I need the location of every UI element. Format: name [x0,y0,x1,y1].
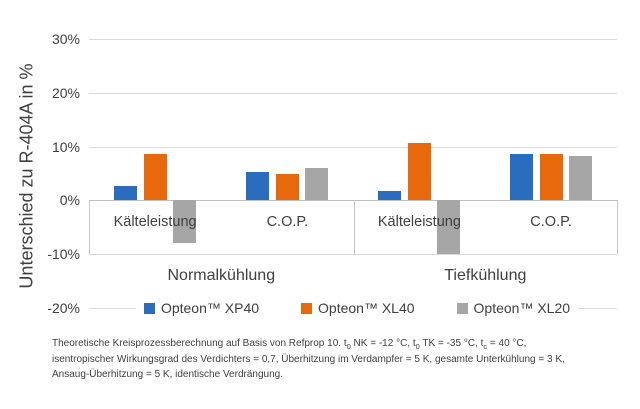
bar-series-3 [437,200,461,255]
group-label: Tiefkühlung [444,267,527,284]
footnote-text: Theoretische Kreisprozessberechnung auf … [52,338,347,349]
bar-series-1 [246,171,270,201]
legend-entry: Opteon™ XL40 [301,300,415,316]
footnote: Theoretische Kreisprozessberechnung auf … [52,336,617,383]
bar-series-1 [114,185,138,201]
legend-swatch-icon [301,302,313,314]
axis-frame-line [353,200,355,255]
footnote-subscript: c [483,342,488,351]
group-label: Normalkühlung [167,267,276,284]
bar-series-2 [143,153,167,201]
footnote-text: NK = -12 °C, t [350,338,416,349]
gridline [89,254,617,256]
bar-series-1 [378,191,402,201]
legend-swatch-icon [456,302,468,314]
legend-swatch-icon [143,302,155,314]
gridline [89,200,617,202]
y-tick-label: 30% [51,31,80,47]
footnote-line-3: Ansaug-Überhitzung = 5 K, identische Ver… [52,369,283,380]
bar-series-3 [173,200,197,244]
axis-frame-line [89,200,90,255]
y-tick-label: -20% [47,300,80,316]
category-label: Kälteleistung [377,214,461,230]
legend: Opteon™ XP40 Opteon™ XL40 Opteon™ XL20 [136,295,578,321]
legend-entry: Opteon™ XL20 [456,300,571,316]
gridline [89,92,617,94]
gridline [89,39,617,40]
footnote-subscript: 0 [415,342,420,351]
category-label: C.O.P. [266,214,309,230]
category-label: C.O.P. [530,214,572,230]
legend-label: Opteon™ XP40 [160,300,260,316]
category-label: Kälteleistung [113,214,197,230]
y-tick-label: 20% [51,84,80,101]
gridline [89,146,617,148]
legend-entry: Opteon™ XP40 [143,300,260,316]
bar-series-2 [407,142,431,201]
y-tick-label: -10% [47,246,80,263]
footnote-subscript: 0 [346,342,351,351]
footnote-line-2: isentropischer Wirkungsgrad des Verdicht… [52,353,565,365]
footnote-text: TK = -35 °C, t [419,338,484,349]
footnote-text: = 40 °C, [487,338,527,349]
bar-series-3 [305,168,329,201]
legend-label: Opteon™ XL40 [318,300,415,316]
footnote-line-1: Theoretische Kreisprozessberechnung auf … [52,336,617,352]
bar-series-2 [275,173,299,201]
y-tick-label: 10% [51,138,80,155]
axis-frame-line [617,200,618,255]
bar-series-2 [539,153,563,201]
y-tick-label: 0% [59,192,80,209]
bar-series-3 [569,155,593,201]
legend-label: Opteon™ XL20 [473,300,571,316]
bar-series-1 [510,153,534,201]
